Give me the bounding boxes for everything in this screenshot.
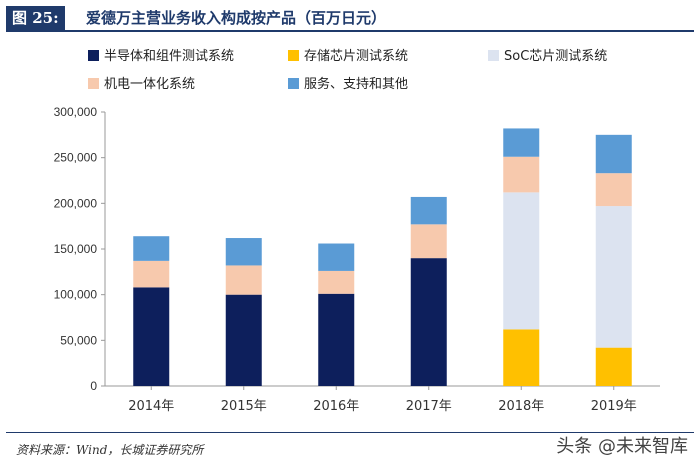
- x-tick-label: 2018年: [498, 399, 544, 414]
- y-tick-label: 300,000: [54, 105, 98, 119]
- footer-divider: [6, 432, 694, 433]
- bar-segment: [595, 347, 632, 386]
- bar-segment: [503, 156, 540, 193]
- legend-label: 服务、支持和其他: [304, 76, 408, 92]
- figure-title: 爱德万主营业务收入构成按产品（百万日元）: [86, 9, 387, 27]
- legend-swatch: [288, 50, 299, 61]
- x-tick-label: 2014年: [128, 399, 174, 414]
- y-tick-label: 0: [90, 379, 97, 393]
- bar-segment: [503, 329, 540, 386]
- source-note: 资料来源：Wind，长城证券研究所: [16, 443, 204, 457]
- legend-swatch: [488, 50, 499, 61]
- chart-axes: 0 50,000 100,000 150,000 200,000 250,000 300,0…: [54, 105, 660, 414]
- figure-title-bar: 图 25: 爱德万主营业务收入构成按产品（百万日元）: [6, 6, 694, 32]
- bar-segment: [595, 134, 632, 174]
- y-tick-label: 150,000: [54, 242, 98, 256]
- bar-segment: [503, 128, 540, 157]
- bar-segment: [318, 243, 355, 271]
- legend-swatch: [88, 50, 99, 61]
- legend-label: 存储芯片测试系统: [304, 49, 408, 64]
- bar-segment: [410, 196, 447, 225]
- bar-segment: [225, 294, 262, 386]
- x-tick-label: 2017年: [406, 399, 452, 414]
- y-tick-label: 100,000: [54, 288, 98, 302]
- bar-segment: [225, 238, 262, 266]
- y-tick-label: 50,000: [60, 333, 97, 347]
- legend-label: 半导体和组件测试系统: [104, 49, 234, 64]
- bar-segment: [410, 258, 447, 386]
- x-tick-label: 2019年: [591, 399, 637, 414]
- y-tick-label: 250,000: [54, 151, 98, 165]
- bar-segment: [318, 270, 355, 294]
- bar-segment: [225, 265, 262, 295]
- figure-number: 图 25:: [6, 6, 65, 30]
- bar-segment: [410, 224, 447, 259]
- x-tick-label: 2016年: [313, 399, 359, 414]
- bar-segment: [595, 173, 632, 207]
- bar-segment: [595, 206, 632, 348]
- bar-segment: [133, 260, 170, 288]
- bar-segment: [133, 287, 170, 386]
- y-tick-label: 200,000: [54, 196, 98, 210]
- bar-segment: [318, 293, 355, 386]
- legend-label: SoC芯片测试系统: [504, 49, 607, 64]
- legend-swatch: [88, 78, 99, 89]
- bar-segment: [503, 192, 540, 330]
- watermark: 头条 @未来智库: [556, 436, 688, 457]
- chart-bars: [133, 128, 632, 386]
- x-tick-label: 2015年: [221, 399, 267, 414]
- legend-swatch: [288, 78, 299, 89]
- bar-segment: [133, 236, 170, 261]
- legend-label: 机电一体化系统: [104, 77, 195, 92]
